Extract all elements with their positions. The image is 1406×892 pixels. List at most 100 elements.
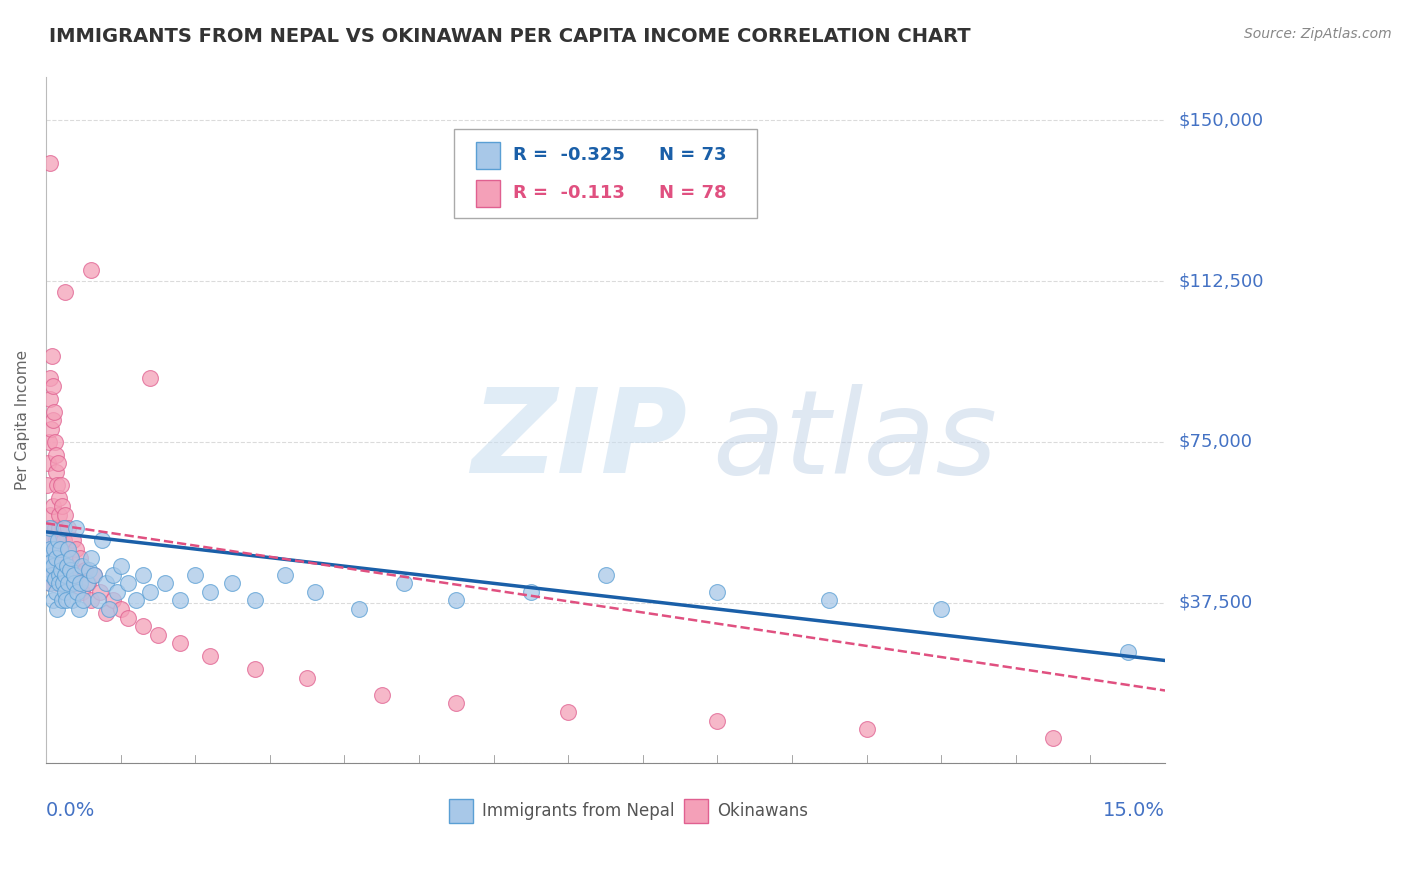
- Text: 0.0%: 0.0%: [46, 801, 96, 820]
- Point: [41, 379, 63, 393]
- Point: [80, 593, 103, 607]
- Point: [446, 697, 468, 711]
- Point: [446, 593, 468, 607]
- Point: [41, 349, 63, 363]
- Point: [89, 585, 111, 599]
- Point: [55, 567, 77, 582]
- Point: [45, 448, 67, 462]
- Text: R =  -0.113: R = -0.113: [513, 185, 624, 202]
- Point: [243, 593, 266, 607]
- Point: [101, 567, 124, 582]
- Point: [58, 541, 80, 556]
- Point: [37, 533, 59, 548]
- Point: [58, 520, 80, 534]
- Point: [41, 564, 63, 578]
- Point: [52, 533, 75, 548]
- Point: [49, 477, 72, 491]
- Point: [35, 520, 58, 534]
- Point: [73, 564, 96, 578]
- Point: [49, 541, 72, 556]
- Point: [1116, 645, 1139, 659]
- Point: [117, 576, 139, 591]
- Point: [48, 491, 70, 505]
- Point: [295, 671, 318, 685]
- FancyBboxPatch shape: [475, 142, 501, 169]
- FancyBboxPatch shape: [683, 799, 709, 823]
- Point: [39, 422, 62, 436]
- Point: [51, 555, 73, 569]
- Point: [39, 576, 62, 591]
- Point: [49, 564, 72, 578]
- Point: [155, 576, 177, 591]
- Point: [132, 567, 155, 582]
- Text: $150,000: $150,000: [1180, 112, 1264, 129]
- Point: [48, 576, 70, 591]
- Point: [38, 567, 60, 582]
- Point: [60, 576, 83, 591]
- Point: [52, 520, 75, 534]
- Point: [706, 714, 728, 728]
- Point: [53, 285, 76, 299]
- Point: [520, 585, 543, 599]
- Point: [42, 413, 65, 427]
- Point: [124, 593, 146, 607]
- Point: [46, 576, 69, 591]
- Point: [60, 550, 83, 565]
- Point: [37, 550, 59, 565]
- Point: [38, 392, 60, 406]
- Point: [63, 567, 86, 582]
- Text: $75,000: $75,000: [1180, 433, 1253, 450]
- Point: [132, 619, 155, 633]
- Point: [56, 559, 79, 574]
- Point: [60, 593, 83, 607]
- FancyBboxPatch shape: [454, 128, 756, 218]
- Point: [44, 541, 66, 556]
- Point: [139, 585, 162, 599]
- Point: [87, 593, 110, 607]
- Point: [63, 564, 86, 578]
- Point: [44, 520, 66, 534]
- Point: [48, 520, 70, 534]
- Point: [46, 602, 69, 616]
- Text: Immigrants from Nepal: Immigrants from Nepal: [482, 803, 675, 821]
- Point: [52, 520, 75, 534]
- Point: [370, 688, 392, 702]
- Text: N = 73: N = 73: [659, 146, 727, 164]
- Point: [51, 593, 73, 607]
- Point: [53, 567, 76, 582]
- Point: [53, 508, 76, 522]
- Point: [146, 628, 169, 642]
- Text: Okinawans: Okinawans: [717, 803, 808, 821]
- Point: [49, 541, 72, 556]
- Point: [59, 550, 82, 565]
- Point: [221, 576, 243, 591]
- Point: [39, 555, 62, 569]
- Point: [198, 649, 221, 664]
- Point: [59, 564, 82, 578]
- Point: [44, 572, 66, 586]
- Point: [169, 593, 191, 607]
- Point: [42, 559, 65, 574]
- Point: [38, 541, 60, 556]
- Point: [38, 156, 60, 170]
- Point: [56, 576, 79, 591]
- Point: [45, 533, 67, 548]
- Point: [83, 567, 105, 582]
- Point: [304, 585, 326, 599]
- Point: [66, 585, 89, 599]
- Point: [818, 593, 841, 607]
- Point: [65, 541, 87, 556]
- Point: [39, 550, 62, 565]
- Point: [94, 576, 117, 591]
- Text: IMMIGRANTS FROM NEPAL VS OKINAWAN PER CAPITA INCOME CORRELATION CHART: IMMIGRANTS FROM NEPAL VS OKINAWAN PER CA…: [49, 27, 970, 45]
- Point: [70, 559, 93, 574]
- Point: [41, 567, 63, 582]
- Point: [41, 593, 63, 607]
- Point: [62, 576, 84, 591]
- Point: [105, 585, 128, 599]
- Text: ZIP: ZIP: [471, 384, 688, 499]
- Point: [169, 636, 191, 650]
- Point: [90, 533, 112, 548]
- Point: [243, 662, 266, 676]
- Point: [94, 607, 117, 621]
